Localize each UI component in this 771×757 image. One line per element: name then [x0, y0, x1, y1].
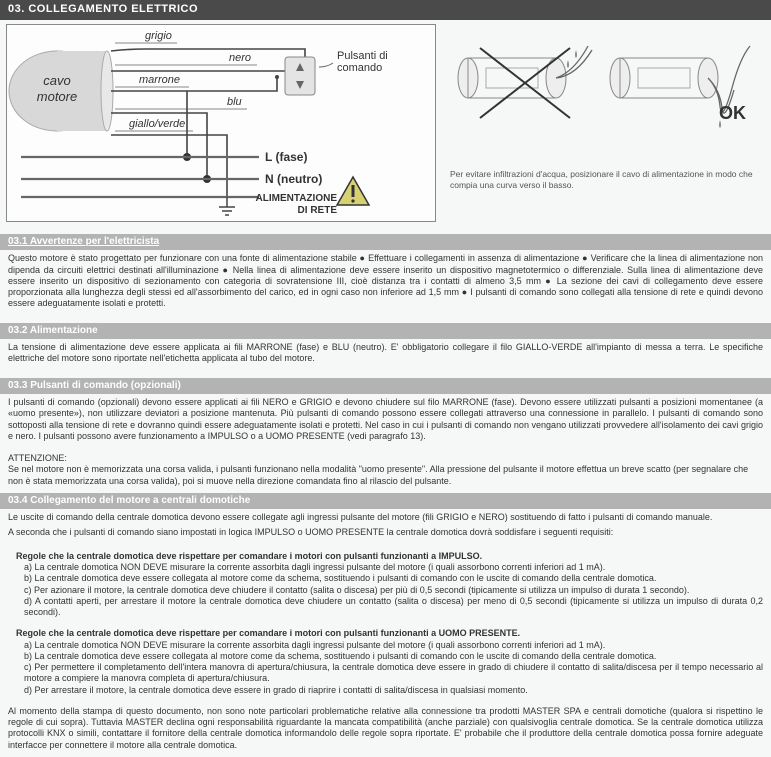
svg-text:comando: comando — [337, 62, 382, 74]
svg-text:ALIMENTAZIONE: ALIMENTAZIONE — [256, 193, 338, 204]
sub-03-4: 03.4 Collegamento del motore a centrali … — [0, 493, 771, 510]
ok-label: OK — [719, 102, 746, 125]
cable-bend-svg — [450, 28, 760, 148]
svg-text:motore: motore — [37, 89, 77, 104]
sub-03-1: 03.1 Avvertenze per l'elettricista — [0, 234, 771, 251]
sub-03-2: 03.2 Alimentazione — [0, 323, 771, 340]
svg-text:Pulsanti di: Pulsanti di — [337, 50, 388, 62]
svg-text:cavo: cavo — [43, 73, 70, 88]
text-03-2: La tensione di alimentazione deve essere… — [0, 342, 771, 372]
uomo-b: b) La centrale domotica deve essere coll… — [24, 651, 763, 662]
wiring-diagram: cavo motore grigio nero marrone blu gial… — [6, 24, 436, 222]
svg-text:marrone: marrone — [139, 74, 180, 86]
text-03-3: I pulsanti di comando (opzionali) devono… — [0, 397, 771, 449]
uomo-c: c) Per permettere il completamento dell'… — [24, 662, 763, 685]
uomo-d: d) Per arrestare il motore, la centrale … — [24, 685, 763, 696]
impulso-title: Regole che la centrale domotica deve ris… — [16, 551, 763, 562]
diagram-row: cavo motore grigio nero marrone blu gial… — [0, 20, 771, 228]
final-paragraph: Al momento della stampa di questo docume… — [0, 700, 771, 757]
svg-text:giallo/verde: giallo/verde — [129, 118, 185, 130]
svg-text:blu: blu — [227, 96, 242, 108]
impulso-rules: Regole che la centrale domotica deve ris… — [0, 551, 771, 623]
svg-text:N (neutro): N (neutro) — [265, 172, 322, 186]
impulso-d: d) A contatti aperti, per arrestare il m… — [24, 596, 763, 619]
wiring-svg: cavo motore grigio nero marrone blu gial… — [7, 25, 435, 221]
attenzione-block: ATTENZIONE: Se nel motore non è memorizz… — [0, 449, 771, 487]
uomo-rules: Regole che la centrale domotica deve ris… — [0, 628, 771, 700]
diagram-right: OK Per evitare infiltrazioni d'acqua, po… — [436, 24, 766, 222]
attenzione-label: ATTENZIONE: — [8, 453, 67, 463]
impulso-c: c) Per azionare il motore, la centrale d… — [24, 585, 763, 596]
attenzione-text: Se nel motore non è memorizzata una cors… — [8, 464, 748, 485]
svg-text:grigio: grigio — [145, 30, 172, 42]
text-03-4-intro: Le uscite di comando della centrale domo… — [0, 512, 771, 545]
svg-text:nero: nero — [229, 52, 251, 64]
impulso-b: b) La centrale domotica deve essere coll… — [24, 573, 763, 584]
right-caption: Per evitare infiltrazioni d'acqua, posiz… — [450, 169, 760, 190]
svg-text:DI RETE: DI RETE — [298, 205, 338, 216]
uomo-title: Regole che la centrale domotica deve ris… — [16, 628, 763, 639]
uomo-a: a) La centrale domotica NON DEVE misurar… — [24, 640, 763, 651]
svg-text:L (fase): L (fase) — [265, 150, 307, 164]
section-header: 03. COLLEGAMENTO ELETTRICO — [0, 0, 771, 20]
impulso-a: a) La centrale domotica NON DEVE misurar… — [24, 562, 763, 573]
sub-03-3: 03.3 Pulsanti di comando (opzionali) — [0, 378, 771, 395]
text-03-1: Questo motore è stato progettato per fun… — [0, 253, 771, 316]
